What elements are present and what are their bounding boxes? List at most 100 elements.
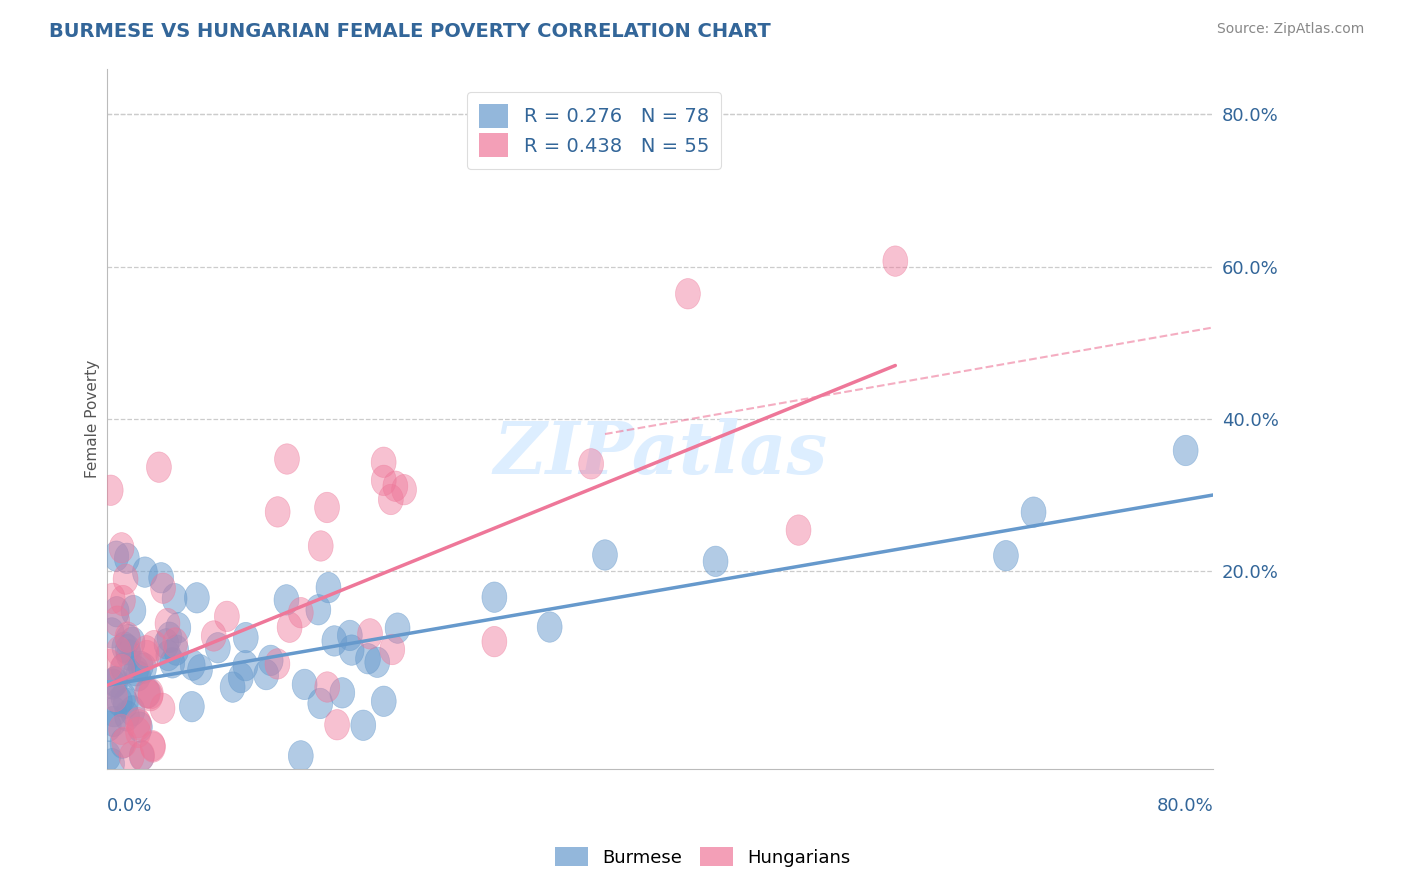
Ellipse shape (100, 583, 125, 614)
Ellipse shape (187, 775, 211, 805)
Ellipse shape (371, 447, 396, 477)
Ellipse shape (337, 620, 363, 650)
Ellipse shape (385, 613, 411, 643)
Ellipse shape (132, 653, 156, 683)
Ellipse shape (157, 622, 181, 652)
Ellipse shape (201, 621, 226, 651)
Text: ZIPatlas: ZIPatlas (494, 418, 827, 490)
Ellipse shape (112, 564, 138, 594)
Ellipse shape (537, 612, 562, 642)
Ellipse shape (101, 706, 127, 737)
Ellipse shape (994, 541, 1018, 571)
Ellipse shape (339, 635, 364, 665)
Ellipse shape (125, 661, 150, 691)
Ellipse shape (315, 492, 339, 523)
Ellipse shape (378, 484, 404, 515)
Ellipse shape (120, 741, 143, 772)
Ellipse shape (180, 691, 204, 722)
Ellipse shape (125, 707, 150, 738)
Ellipse shape (120, 627, 145, 657)
Ellipse shape (288, 740, 314, 771)
Ellipse shape (125, 717, 150, 747)
Ellipse shape (110, 728, 135, 758)
Ellipse shape (883, 246, 908, 277)
Ellipse shape (1173, 435, 1198, 466)
Ellipse shape (146, 452, 172, 483)
Ellipse shape (233, 650, 257, 681)
Ellipse shape (277, 612, 302, 642)
Ellipse shape (98, 475, 124, 506)
Ellipse shape (120, 696, 145, 726)
Ellipse shape (371, 686, 396, 716)
Ellipse shape (104, 597, 129, 627)
Ellipse shape (129, 740, 155, 771)
Ellipse shape (111, 653, 136, 683)
Ellipse shape (105, 606, 129, 636)
Text: 0.0%: 0.0% (107, 797, 153, 815)
Ellipse shape (111, 681, 136, 713)
Ellipse shape (307, 595, 330, 625)
Ellipse shape (107, 686, 132, 716)
Ellipse shape (264, 648, 290, 679)
Ellipse shape (115, 634, 141, 665)
Ellipse shape (110, 655, 135, 685)
Ellipse shape (138, 678, 163, 709)
Ellipse shape (1021, 497, 1046, 527)
Ellipse shape (322, 625, 347, 657)
Ellipse shape (166, 613, 191, 643)
Ellipse shape (103, 666, 128, 697)
Ellipse shape (114, 688, 138, 718)
Ellipse shape (100, 617, 124, 648)
Ellipse shape (135, 678, 159, 708)
Ellipse shape (142, 631, 166, 661)
Ellipse shape (104, 541, 129, 572)
Ellipse shape (163, 635, 188, 665)
Ellipse shape (205, 632, 231, 663)
Ellipse shape (127, 709, 152, 740)
Ellipse shape (149, 563, 173, 593)
Ellipse shape (259, 645, 283, 675)
Ellipse shape (117, 640, 141, 670)
Ellipse shape (382, 471, 408, 501)
Ellipse shape (364, 647, 389, 678)
Ellipse shape (114, 701, 139, 731)
Ellipse shape (356, 643, 381, 674)
Ellipse shape (371, 465, 396, 496)
Ellipse shape (180, 650, 205, 681)
Ellipse shape (101, 697, 127, 727)
Ellipse shape (233, 623, 259, 653)
Ellipse shape (100, 669, 125, 699)
Ellipse shape (380, 634, 405, 665)
Ellipse shape (141, 731, 166, 762)
Ellipse shape (187, 655, 212, 685)
Ellipse shape (156, 640, 181, 671)
Legend: Burmese, Hungarians: Burmese, Hungarians (548, 840, 858, 874)
Ellipse shape (135, 678, 160, 708)
Ellipse shape (128, 712, 152, 742)
Ellipse shape (315, 672, 340, 702)
Ellipse shape (98, 779, 124, 810)
Ellipse shape (103, 777, 128, 807)
Ellipse shape (115, 622, 139, 652)
Ellipse shape (703, 546, 728, 576)
Ellipse shape (482, 626, 506, 657)
Ellipse shape (274, 584, 299, 615)
Ellipse shape (138, 681, 163, 711)
Ellipse shape (108, 714, 134, 745)
Ellipse shape (100, 748, 125, 779)
Ellipse shape (357, 619, 382, 649)
Ellipse shape (155, 629, 179, 659)
Ellipse shape (482, 582, 506, 613)
Ellipse shape (150, 693, 174, 723)
Ellipse shape (215, 601, 239, 632)
Ellipse shape (184, 582, 209, 613)
Ellipse shape (132, 557, 157, 587)
Ellipse shape (111, 585, 135, 615)
Ellipse shape (330, 678, 354, 708)
Ellipse shape (316, 573, 340, 603)
Ellipse shape (292, 669, 318, 699)
Ellipse shape (288, 598, 314, 628)
Ellipse shape (114, 543, 139, 574)
Y-axis label: Female Poverty: Female Poverty (86, 359, 100, 478)
Text: Source: ZipAtlas.com: Source: ZipAtlas.com (1216, 22, 1364, 37)
